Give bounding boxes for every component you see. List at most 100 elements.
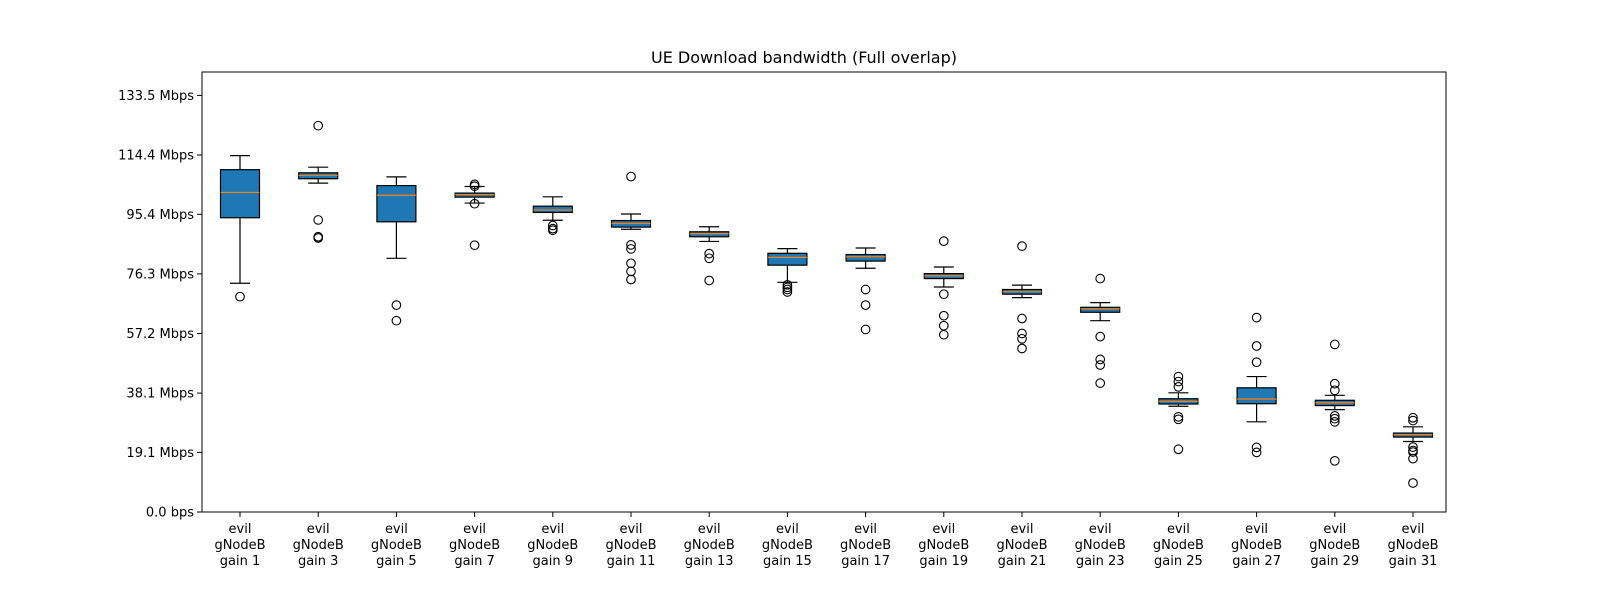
box-group bbox=[532, 196, 573, 236]
outlier-point bbox=[313, 120, 324, 131]
y-tick-label: 114.4 Mbps bbox=[118, 149, 194, 164]
outlier-point bbox=[1408, 412, 1418, 423]
outlier-point bbox=[1408, 415, 1418, 426]
outlier-point bbox=[626, 240, 636, 250]
outlier-point bbox=[938, 320, 949, 331]
outlier-point bbox=[626, 266, 636, 277]
x-tick-label: evil gNodeB gain 25 bbox=[1153, 522, 1204, 569]
box-group bbox=[298, 120, 339, 243]
outlier-point bbox=[1251, 447, 1262, 458]
outlier-point bbox=[1017, 333, 1027, 344]
y-tick-label: 57.2 Mbps bbox=[126, 327, 194, 342]
box-group bbox=[376, 176, 417, 326]
y-tick-label: 95.4 Mbps bbox=[126, 208, 194, 223]
outlier-point bbox=[938, 310, 949, 321]
x-tick-label: evil gNodeB gain 5 bbox=[371, 522, 422, 569]
outlier-point bbox=[626, 274, 636, 285]
outlier-point bbox=[1251, 341, 1262, 351]
chart-title: UE Download bandwidth (Full overlap) bbox=[651, 48, 957, 67]
outlier-point bbox=[704, 275, 715, 286]
y-tick-label: 0.0 bps bbox=[146, 506, 194, 521]
outlier-point bbox=[860, 324, 871, 335]
x-tick-label: evil gNodeB gain 29 bbox=[1309, 522, 1360, 569]
outlier-point bbox=[1095, 360, 1106, 370]
outlier-point bbox=[1329, 378, 1340, 389]
iqr-box bbox=[845, 253, 886, 262]
box-group bbox=[1001, 241, 1043, 354]
x-tick-label: evil gNodeB gain 1 bbox=[214, 522, 265, 569]
outlier-point bbox=[1095, 331, 1106, 342]
iqr-box bbox=[689, 231, 730, 238]
x-tick-label: evil gNodeB gain 13 bbox=[684, 522, 735, 569]
outlier-point bbox=[547, 220, 558, 231]
y-axis: 0.0 bps 19.1 Mbps 38.1 Mbps 57.2 Mbps 76.3 M… bbox=[118, 89, 202, 521]
y-tick-label: 38.1 Mbps bbox=[126, 387, 194, 402]
outlier-point bbox=[1095, 354, 1106, 365]
iqr-box bbox=[1236, 387, 1277, 405]
box-group bbox=[923, 236, 964, 340]
outlier-point bbox=[938, 236, 949, 246]
outlier-point bbox=[469, 198, 480, 209]
outlier-point bbox=[1095, 273, 1106, 284]
x-tick-label: evil gNodeB gain 11 bbox=[605, 522, 656, 569]
outlier-point bbox=[1408, 453, 1418, 464]
outlier-point bbox=[1017, 241, 1027, 251]
box-group bbox=[1314, 339, 1355, 466]
outlier-point bbox=[1251, 357, 1262, 368]
outlier-point bbox=[1408, 447, 1418, 457]
outlier-point bbox=[1173, 382, 1184, 392]
outlier-point bbox=[1329, 455, 1340, 466]
outlier-point bbox=[1017, 343, 1027, 354]
outlier-point bbox=[547, 225, 558, 236]
outlier-point bbox=[860, 284, 871, 295]
outlier-point bbox=[860, 300, 871, 310]
box-group bbox=[1158, 371, 1199, 455]
outlier-point bbox=[1173, 411, 1184, 422]
x-tick-label: evil gNodeB gain 23 bbox=[1075, 522, 1126, 569]
outlier-point bbox=[626, 258, 636, 269]
iqr-box bbox=[767, 252, 808, 266]
box-group bbox=[689, 226, 730, 286]
outlier-point bbox=[1408, 442, 1418, 452]
box-group bbox=[1080, 273, 1121, 388]
outlier-point bbox=[469, 240, 480, 251]
box-group bbox=[767, 248, 808, 297]
iqr-box bbox=[219, 169, 261, 219]
plot-area bbox=[219, 120, 1434, 488]
outlier-point bbox=[235, 291, 245, 302]
y-tick-label: 133.5 Mbps bbox=[118, 89, 194, 104]
box-group bbox=[845, 247, 886, 335]
outlier-point bbox=[1173, 444, 1184, 455]
x-tick-label: evil gNodeB gain 9 bbox=[527, 522, 578, 569]
x-tick-label: evil gNodeB gain 15 bbox=[762, 522, 813, 569]
x-tick-label: evil gNodeB gain 21 bbox=[996, 522, 1047, 569]
iqr-box bbox=[376, 184, 417, 223]
x-tick-label: evil gNodeB gain 7 bbox=[449, 522, 500, 569]
outlier-point bbox=[1095, 378, 1106, 388]
x-tick-label: evil gNodeB gain 3 bbox=[293, 522, 344, 569]
box-group bbox=[610, 171, 652, 285]
outlier-point bbox=[782, 287, 793, 297]
outlier-point bbox=[1251, 442, 1262, 453]
box-group bbox=[219, 155, 261, 302]
outlier-point bbox=[1329, 385, 1340, 396]
outlier-point bbox=[1408, 478, 1418, 488]
outlier-point bbox=[1173, 371, 1184, 382]
outlier-point bbox=[313, 215, 324, 225]
outlier-point bbox=[1173, 414, 1184, 425]
outlier-point bbox=[626, 171, 636, 182]
outlier-point bbox=[469, 181, 480, 192]
outlier-point bbox=[782, 284, 793, 295]
x-tick-label: evil gNodeB gain 31 bbox=[1387, 522, 1438, 569]
x-tick-label: evil gNodeB gain 27 bbox=[1231, 522, 1282, 569]
outlier-point bbox=[938, 329, 949, 340]
iqr-box bbox=[1080, 306, 1121, 313]
outlier-point bbox=[391, 300, 402, 310]
outlier-point bbox=[782, 279, 793, 290]
outlier-point bbox=[1017, 313, 1027, 324]
outlier-point bbox=[1017, 328, 1027, 339]
outlier-point bbox=[626, 244, 636, 254]
box-group bbox=[1392, 412, 1434, 488]
y-tick-label: 76.3 Mbps bbox=[126, 267, 194, 282]
